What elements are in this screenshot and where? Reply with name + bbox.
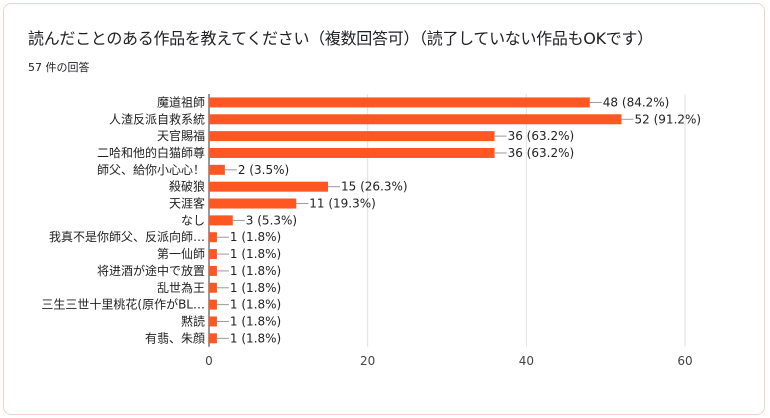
- x-tick-label: 20: [360, 354, 375, 368]
- bar: [209, 147, 495, 158]
- chart-card: 読んだことのある作品を教えてください（複数回答可）（読了していない作品もOKです…: [3, 3, 765, 415]
- value-label: 36 (63.2%): [508, 146, 575, 160]
- value-label: 52 (91.2%): [635, 112, 702, 126]
- category-label: 魔道祖師: [157, 94, 205, 109]
- value-label: 11 (19.3%): [309, 197, 376, 211]
- category-label: 乱世為王: [157, 281, 205, 295]
- value-label: 48 (84.2%): [603, 95, 670, 109]
- category-label: 天官賜福: [157, 128, 205, 143]
- bar: [209, 164, 225, 175]
- bar: [209, 249, 217, 260]
- category-label: 三生三世十里桃花(原作がBL…: [41, 297, 205, 312]
- bar: [209, 198, 297, 209]
- value-label: 1 (1.8%): [230, 230, 281, 244]
- category-label: 天涯客: [169, 196, 205, 211]
- value-label: 1 (1.8%): [230, 247, 281, 261]
- bar: [209, 114, 622, 125]
- bar: [209, 282, 217, 293]
- category-label: 人渣反派自救系統: [109, 111, 205, 126]
- category-label: 我真不是你師父、反派向師…: [49, 229, 205, 244]
- value-label: 1 (1.8%): [230, 264, 281, 278]
- category-label: 師父、給你小心心！: [97, 163, 205, 177]
- value-label: 1 (1.8%): [230, 281, 281, 295]
- value-label: 1 (1.8%): [230, 298, 281, 312]
- bar: [209, 299, 217, 310]
- bar: [209, 265, 217, 276]
- x-tick-label: 60: [677, 354, 692, 368]
- bar: [209, 215, 233, 226]
- question-title: 読んだことのある作品を教えてください（複数回答可）（読了していない作品もOKです…: [28, 29, 653, 48]
- x-tick-label: 40: [519, 354, 534, 368]
- value-label: 15 (26.3%): [341, 180, 408, 194]
- value-label: 1 (1.8%): [230, 314, 281, 328]
- value-label: 36 (63.2%): [508, 129, 575, 143]
- x-tick-label: 0: [205, 354, 213, 368]
- category-label: なし: [181, 213, 205, 227]
- bar: [209, 232, 217, 243]
- category-label: 有翡、朱顔: [145, 330, 205, 345]
- bar: [209, 97, 590, 108]
- bar: [209, 333, 217, 344]
- category-label: 黙読: [181, 313, 205, 328]
- value-label: 2 (3.5%): [238, 163, 289, 177]
- bar: [209, 316, 217, 327]
- bar: [209, 181, 328, 192]
- bar: [209, 131, 495, 142]
- value-label: 3 (5.3%): [246, 213, 297, 227]
- value-label: 1 (1.8%): [230, 331, 281, 345]
- response-count: 57 件の回答: [28, 61, 90, 74]
- category-label: 二哈和他的白猫師尊: [97, 145, 205, 160]
- category-label: 殺破狼: [169, 179, 205, 194]
- category-label: 第一仙師: [157, 247, 205, 261]
- category-label: 将进酒が途中で放置: [97, 263, 205, 278]
